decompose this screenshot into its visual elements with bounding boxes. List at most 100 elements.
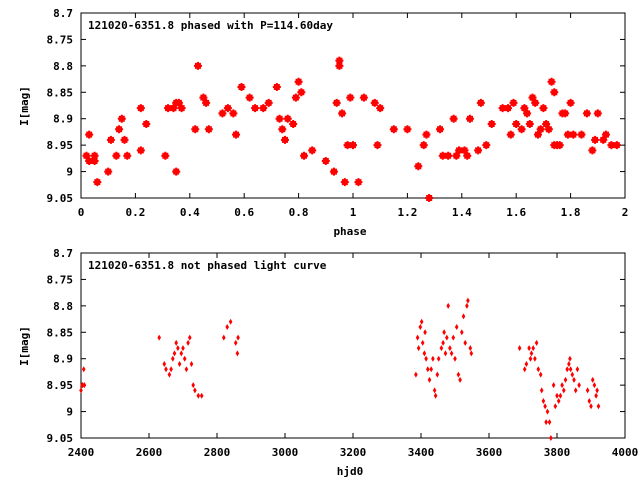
data-point [549, 435, 553, 441]
data-point [474, 146, 483, 155]
data-point [555, 392, 559, 399]
x-tick-label: 1.8 [561, 206, 581, 219]
data-point [193, 61, 202, 70]
data-point [577, 130, 586, 139]
data-point [236, 334, 240, 341]
data-point [422, 350, 427, 357]
x-tick-label: 3000 [272, 446, 299, 459]
x-tick-label: 0 [78, 206, 85, 219]
data-point [123, 151, 132, 160]
data-point [550, 88, 559, 97]
data-point [441, 339, 445, 346]
data-point [291, 93, 300, 102]
data-point [517, 125, 526, 134]
data-point [465, 114, 474, 123]
x-axis: 0 0.2 0.4 0.6 0.8 1 1.2 1.4 1.6 1.8 2 [78, 13, 628, 219]
data-point [346, 93, 355, 102]
data-point [189, 361, 194, 367]
data-point [335, 56, 344, 65]
data-point [536, 366, 541, 373]
data-point [570, 371, 575, 378]
data-point [415, 334, 420, 341]
data-point [590, 376, 595, 383]
data-point [547, 77, 556, 86]
y-tick-label: 8.8 [53, 300, 73, 313]
data-point [85, 130, 94, 139]
data-point [534, 339, 539, 346]
data-point [454, 324, 459, 330]
y-tick-label: 8.7 [53, 7, 73, 20]
data-point [547, 419, 552, 426]
data-point [162, 361, 167, 367]
data-point [523, 109, 532, 118]
y-tick-label: 9.05 [47, 432, 74, 445]
data-point [433, 392, 438, 399]
data-point [456, 371, 461, 378]
y-tick-label: 8.8 [53, 60, 73, 73]
data-point [420, 339, 425, 346]
data-point [533, 355, 537, 362]
data-point [90, 151, 99, 160]
data-point [539, 104, 548, 113]
data-point [424, 355, 428, 362]
x-tick-label: 4000 [612, 446, 639, 459]
data-point [245, 93, 254, 102]
data-point [569, 130, 578, 139]
data-point [556, 398, 561, 404]
data-point [373, 141, 382, 150]
data-point [568, 366, 573, 373]
data-point [425, 194, 434, 202]
y-tick-label: 8.75 [47, 273, 74, 286]
data-point [531, 98, 540, 107]
data-point [563, 376, 568, 383]
data-point [300, 151, 309, 160]
unphased-light-curve-plot: 8.7 8.75 8.8 8.85 8.9 8.95 9 9.05 2400 2600 2800 3… [18, 247, 638, 478]
data-point [106, 135, 115, 144]
data-point [251, 104, 260, 113]
data-point [419, 141, 428, 150]
data-point [117, 114, 126, 123]
data-point [443, 350, 448, 357]
data-point [572, 376, 576, 383]
data-point [529, 350, 534, 357]
data-point [573, 387, 578, 394]
data-point [517, 345, 522, 352]
data-point [565, 366, 569, 373]
data-point [423, 329, 427, 336]
y-tick-label: 8.9 [53, 113, 73, 126]
data-point [186, 339, 190, 346]
data-point [193, 387, 197, 394]
data-point [294, 77, 303, 86]
data-point [90, 157, 99, 165]
data-point [321, 157, 330, 165]
data-point [545, 408, 550, 415]
data-point [202, 98, 211, 107]
data-point [522, 366, 527, 373]
data-point [338, 109, 347, 118]
data-point [259, 104, 268, 113]
data-point [539, 387, 544, 394]
data-point [199, 392, 204, 399]
data-point [275, 114, 284, 123]
data-point [448, 345, 452, 352]
data-point [161, 151, 170, 160]
data-point [465, 302, 469, 309]
data-point [172, 350, 177, 357]
data-point [222, 334, 226, 341]
data-points [82, 56, 621, 202]
data-point [188, 334, 192, 341]
data-point [560, 382, 564, 389]
data-point [104, 167, 113, 176]
data-point [498, 104, 507, 113]
data-point [289, 120, 298, 128]
data-point [81, 366, 86, 373]
data-point [589, 403, 593, 410]
data-point [335, 61, 344, 70]
data-point [587, 398, 592, 404]
y-tick-label: 8.75 [47, 33, 74, 46]
data-point [349, 141, 357, 150]
data-point [414, 371, 418, 378]
data-point [164, 366, 168, 373]
chart-title: 121020-6351.8 not phased light curve [88, 259, 327, 272]
data-point [568, 355, 572, 362]
